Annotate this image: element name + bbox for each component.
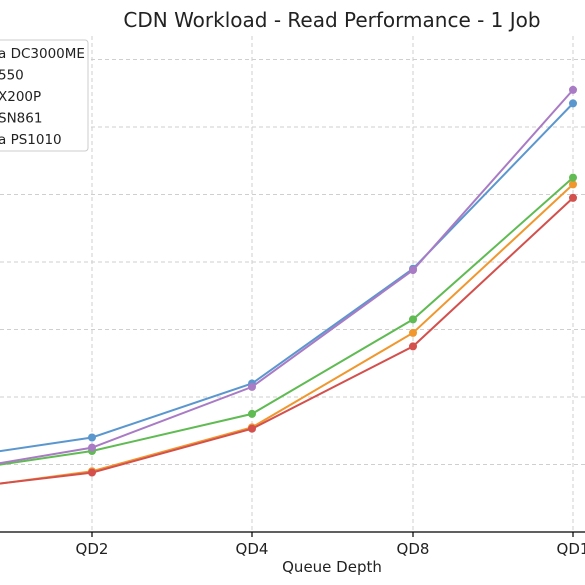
data-point <box>569 85 577 94</box>
legend-entry-label: a DC3000ME <box>0 46 85 62</box>
legend: a DC3000ME 550 X200P SN861 a PS1010 <box>0 39 89 152</box>
data-point <box>569 193 577 202</box>
series-line <box>0 176 574 466</box>
data-point <box>248 382 256 391</box>
data-point <box>569 99 577 108</box>
data-point <box>248 424 256 433</box>
data-point <box>88 433 96 442</box>
data-point <box>409 315 417 324</box>
data-point <box>409 266 417 275</box>
data-point <box>248 409 256 418</box>
data-point <box>569 173 577 182</box>
data-point <box>88 443 96 452</box>
data-point <box>409 342 417 351</box>
x-tick-label: QD1 <box>557 540 585 558</box>
x-axis-label: Queue Depth <box>282 558 382 576</box>
legend-box <box>0 39 89 152</box>
data-point <box>409 328 417 337</box>
x-tick-label: QD4 <box>236 540 269 558</box>
legend-entry-label: 550 <box>0 68 24 84</box>
legend-entry-label: X200P <box>0 89 41 105</box>
series-line <box>0 183 574 485</box>
data-point <box>88 468 96 477</box>
chart-title: CDN Workload - Read Performance - 1 Job <box>123 8 540 32</box>
x-tick-label: QD2 <box>76 540 109 558</box>
data-point <box>569 180 577 189</box>
x-tick-label: QD8 <box>397 540 430 558</box>
legend-entry-label: a PS1010 <box>0 132 62 148</box>
series-layer <box>0 85 577 485</box>
legend-entry-label: SN861 <box>0 111 42 127</box>
x-axis: QD2 QD4 QD8 QD1 <box>0 531 585 558</box>
series-line <box>0 197 574 485</box>
